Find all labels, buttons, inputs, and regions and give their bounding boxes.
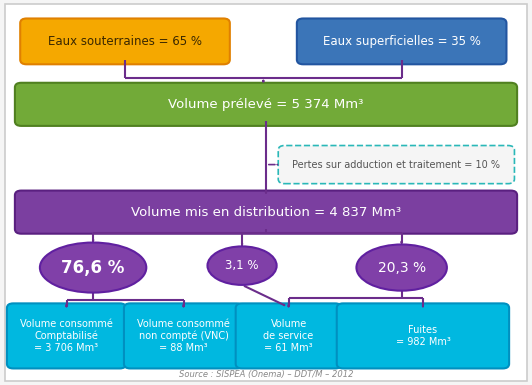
FancyBboxPatch shape (337, 303, 509, 368)
Ellipse shape (356, 244, 447, 291)
FancyBboxPatch shape (15, 191, 517, 234)
Text: Eaux superficielles = 35 %: Eaux superficielles = 35 % (323, 35, 480, 48)
Text: 20,3 %: 20,3 % (378, 261, 426, 275)
Ellipse shape (40, 243, 146, 293)
FancyBboxPatch shape (20, 18, 230, 64)
FancyBboxPatch shape (236, 303, 342, 368)
Text: Volume mis en distribution = 4 837 Mm³: Volume mis en distribution = 4 837 Mm³ (131, 206, 401, 219)
FancyBboxPatch shape (297, 18, 506, 64)
FancyBboxPatch shape (7, 303, 126, 368)
Text: Pertes sur adduction et traitement = 10 %: Pertes sur adduction et traitement = 10 … (293, 160, 500, 169)
FancyBboxPatch shape (5, 4, 527, 381)
Ellipse shape (207, 246, 277, 285)
Text: Volume prélevé = 5 374 Mm³: Volume prélevé = 5 374 Mm³ (168, 98, 364, 111)
Text: Volume consommé
Comptabilisé
= 3 706 Mm³: Volume consommé Comptabilisé = 3 706 Mm³ (20, 319, 113, 353)
Text: Volume consommé
non compté (VNC)
= 88 Mm³: Volume consommé non compté (VNC) = 88 Mm… (137, 319, 230, 353)
FancyBboxPatch shape (124, 303, 243, 368)
FancyBboxPatch shape (15, 83, 517, 126)
Text: Eaux souterraines = 65 %: Eaux souterraines = 65 % (48, 35, 202, 48)
Text: Source : SISPEA (Onema) – DDT/M – 2012: Source : SISPEA (Onema) – DDT/M – 2012 (179, 370, 353, 379)
FancyBboxPatch shape (278, 146, 514, 184)
Text: 76,6 %: 76,6 % (61, 259, 125, 276)
Text: Volume
de service
= 61 Mm³: Volume de service = 61 Mm³ (263, 319, 314, 353)
Text: Fuites
= 982 Mm³: Fuites = 982 Mm³ (395, 325, 451, 347)
Text: 3,1 %: 3,1 % (226, 259, 259, 272)
